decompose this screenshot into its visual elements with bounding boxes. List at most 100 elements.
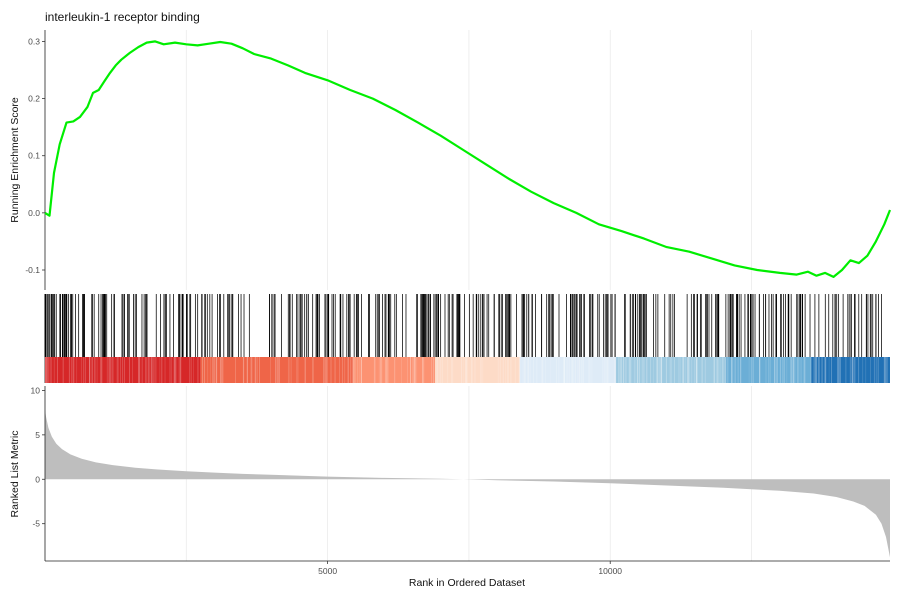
color-band-streak xyxy=(638,357,640,383)
color-band-streak xyxy=(704,357,706,383)
color-band-streak xyxy=(170,357,172,383)
color-band-segment xyxy=(435,357,520,383)
color-band-streak xyxy=(566,357,568,383)
color-band-streak xyxy=(138,357,140,383)
color-band-streak xyxy=(737,357,739,383)
color-band-streak xyxy=(701,357,702,383)
ranked-metric-area xyxy=(45,410,890,558)
color-band-streak xyxy=(470,357,472,383)
color-band-streak xyxy=(514,357,516,383)
color-band-streak xyxy=(214,357,215,383)
color-band-streak xyxy=(243,357,245,383)
color-band-streak xyxy=(116,357,118,383)
metric-grid xyxy=(185,386,752,561)
color-band-streak xyxy=(46,357,48,383)
color-band-streak xyxy=(820,357,822,383)
color-band-streak xyxy=(304,357,305,383)
color-band-streak xyxy=(148,357,150,383)
color-band-streak xyxy=(528,357,529,383)
color-band-streak xyxy=(76,357,78,383)
color-band-streak xyxy=(779,357,781,383)
color-band-streak xyxy=(433,357,435,383)
color-band-streak xyxy=(159,357,161,383)
es-y-tick-label: 0.0 xyxy=(28,208,40,218)
color-band-streak xyxy=(625,357,627,383)
color-band-streak xyxy=(169,357,171,383)
color-band-streak xyxy=(845,357,847,383)
color-band-streak xyxy=(386,357,388,383)
color-band-streak xyxy=(324,357,326,383)
color-band-streak xyxy=(189,357,190,383)
color-band-streak xyxy=(296,357,298,383)
color-band-streak xyxy=(839,357,841,383)
color-band-streak xyxy=(269,357,271,383)
color-band-streak xyxy=(474,357,476,383)
color-band-streak xyxy=(825,357,826,383)
color-band-streak xyxy=(339,357,340,383)
color-band-streak xyxy=(665,357,667,383)
color-band-streak xyxy=(386,357,387,383)
color-band-streak xyxy=(480,357,481,383)
color-band-streak xyxy=(793,357,795,383)
color-band-streak xyxy=(422,357,424,383)
color-band-streak xyxy=(735,357,736,383)
color-band-streak xyxy=(623,357,625,383)
color-band-streak xyxy=(100,357,102,383)
color-band-streak xyxy=(803,357,805,383)
color-band-streak xyxy=(386,357,388,383)
color-band-streak xyxy=(873,357,875,383)
color-band-streak xyxy=(886,357,888,383)
color-band-streak xyxy=(621,357,622,383)
color-band-streak xyxy=(110,357,111,383)
color-band-streak xyxy=(794,357,796,383)
color-band-streak xyxy=(571,357,573,383)
color-band-streak xyxy=(89,357,91,383)
color-band-streak xyxy=(630,357,632,383)
color-band-streak xyxy=(438,357,440,383)
color-band-streak xyxy=(748,357,750,383)
color-band-streak xyxy=(80,357,82,383)
es-y-tick-label: 0.3 xyxy=(28,36,40,46)
color-band-streak xyxy=(347,357,349,383)
color-band-streak xyxy=(660,357,662,383)
color-band-streak xyxy=(687,357,689,383)
color-band-streak xyxy=(235,357,236,383)
es-y-tick-label: -0.1 xyxy=(25,265,40,275)
ranked-metric-panel: -5 0 5 10 5000 10000 Ranked List Metric Rank… xyxy=(9,385,890,589)
color-band-streak xyxy=(141,357,143,383)
color-band-streak xyxy=(357,357,359,383)
running-es-line xyxy=(44,40,892,278)
color-band-streak xyxy=(174,357,176,383)
color-band-streak xyxy=(394,357,396,383)
color-band-streak xyxy=(533,357,534,383)
color-band-streak xyxy=(716,357,718,383)
color-band-streak xyxy=(112,357,113,383)
color-band-streak xyxy=(145,357,146,383)
color-band-streak xyxy=(687,357,689,383)
color-band-streak xyxy=(796,357,798,383)
color-band-streak xyxy=(465,357,467,383)
color-band-streak xyxy=(849,357,851,383)
color-band-segment xyxy=(45,357,201,383)
color-band-streak xyxy=(507,357,508,383)
color-band-streak xyxy=(57,357,58,383)
color-band-streak xyxy=(203,357,205,383)
color-band-streak xyxy=(447,357,449,383)
color-band-streak xyxy=(341,357,343,383)
color-band-streak xyxy=(380,357,382,383)
color-band-streak xyxy=(118,357,119,383)
color-band-streak xyxy=(413,357,415,383)
color-band-streak xyxy=(212,357,214,383)
color-band-streak xyxy=(312,357,314,383)
color-band-streak xyxy=(410,357,411,383)
color-band-streak xyxy=(251,357,252,383)
color-band-streak xyxy=(639,357,641,383)
color-band-segment xyxy=(615,357,727,383)
color-band-streak xyxy=(813,357,814,383)
color-band-streak xyxy=(615,357,617,383)
color-band-streak xyxy=(694,357,695,383)
color-band-streak xyxy=(542,357,544,383)
color-band-streak xyxy=(656,357,658,383)
color-band-streak xyxy=(152,357,154,383)
